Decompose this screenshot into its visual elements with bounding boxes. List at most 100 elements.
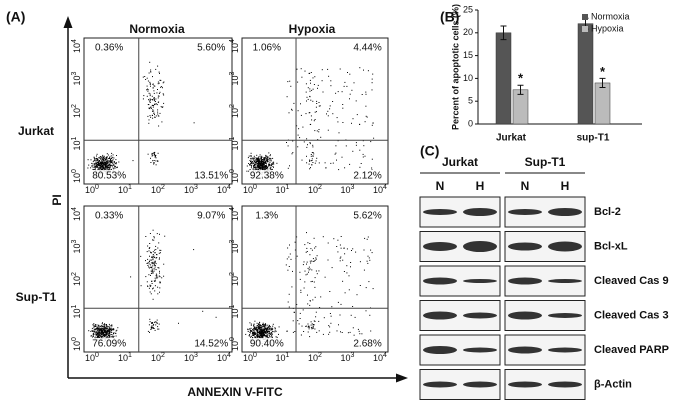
event-dot <box>152 298 154 300</box>
event-dot <box>309 72 311 74</box>
event-dot <box>309 88 311 90</box>
event-dot <box>149 259 151 261</box>
event-dot <box>315 111 317 113</box>
event-dot <box>104 327 106 329</box>
event-dot <box>159 287 161 289</box>
event-dot <box>310 160 312 162</box>
event-dot <box>153 263 155 265</box>
event-dot <box>251 165 252 167</box>
event-dot <box>106 162 108 164</box>
event-dot <box>151 267 152 269</box>
y-tick-label: 103 <box>229 239 241 253</box>
event-dot <box>266 159 268 161</box>
event-dot <box>315 106 317 108</box>
event-dot <box>254 332 256 334</box>
event-dot <box>96 166 98 168</box>
event-dot <box>92 166 94 168</box>
event-dot <box>111 168 112 170</box>
event-dot <box>270 328 272 330</box>
event-dot <box>94 162 96 164</box>
event-dot <box>313 237 315 239</box>
event-dot <box>253 164 255 166</box>
event-dot <box>314 111 316 113</box>
event-dot <box>101 166 103 168</box>
event-dot <box>303 261 305 263</box>
event-dot <box>99 161 101 163</box>
event-dot <box>94 325 96 327</box>
event-dot <box>266 166 268 168</box>
y-tick-label: 103 <box>229 71 241 85</box>
y-tick-label: 101 <box>229 136 241 150</box>
event-dot <box>253 167 255 169</box>
event-dot <box>308 266 310 268</box>
event-dot <box>163 275 165 277</box>
event-dot <box>372 122 374 124</box>
event-dot <box>293 312 295 313</box>
event-dot <box>150 274 151 276</box>
event-dot <box>99 167 101 169</box>
event-dot <box>309 260 311 262</box>
event-dot <box>103 168 105 170</box>
event-dot <box>111 329 113 331</box>
event-dot <box>156 322 158 324</box>
event-dot <box>96 155 97 157</box>
event-dot <box>154 266 156 268</box>
flow-plot: 0.33% 9.07%76.09% 14.52%100100101101102102… <box>71 205 233 363</box>
event-dot <box>346 85 348 87</box>
event-dot <box>97 166 99 168</box>
event-dot <box>149 102 151 103</box>
event-dot <box>366 238 368 240</box>
event-dot <box>147 89 149 91</box>
event-dot <box>151 155 153 157</box>
event-dot <box>110 330 112 332</box>
event-dot <box>153 239 155 241</box>
event-dot <box>262 162 264 164</box>
event-dot <box>266 327 268 329</box>
event-dot <box>251 161 253 163</box>
event-dot <box>309 143 311 145</box>
event-dot <box>95 330 97 332</box>
event-dot <box>101 326 103 328</box>
event-dot <box>252 333 254 335</box>
event-dot <box>307 323 309 325</box>
event-dot <box>159 112 161 114</box>
event-dot <box>149 247 151 249</box>
event-dot <box>158 93 160 94</box>
event-dot <box>94 167 96 169</box>
event-dot <box>113 335 115 337</box>
event-dot <box>259 333 261 335</box>
event-dot <box>94 158 96 160</box>
event-dot <box>152 87 154 89</box>
event-dot <box>265 165 266 167</box>
event-dot <box>262 322 264 324</box>
legend-swatch <box>582 26 588 32</box>
event-dot <box>355 100 357 102</box>
event-dot <box>307 98 309 100</box>
quadrant-percent: 92.38% <box>250 171 284 182</box>
event-dot <box>251 165 253 167</box>
event-dot <box>250 162 252 164</box>
event-dot <box>260 334 262 336</box>
event-dot <box>150 116 152 118</box>
event-dot <box>158 82 160 84</box>
event-dot <box>272 328 274 330</box>
event-dot <box>251 160 253 162</box>
event-dot <box>112 159 114 161</box>
event-dot <box>97 334 99 336</box>
event-dot <box>268 330 270 332</box>
y-tick-label: 101 <box>229 304 241 318</box>
event-dot <box>325 167 327 169</box>
event-dot <box>270 329 272 330</box>
event-dot <box>338 324 339 326</box>
event-dot <box>253 324 255 326</box>
event-dot <box>92 334 94 336</box>
blot-band <box>423 277 457 285</box>
event-dot <box>258 163 260 165</box>
event-dot <box>101 329 103 331</box>
event-dot <box>297 81 299 83</box>
event-dot <box>263 325 265 327</box>
blot-band <box>423 311 457 320</box>
blot-band <box>463 241 497 252</box>
event-dot <box>251 163 253 165</box>
event-dot <box>102 332 104 334</box>
